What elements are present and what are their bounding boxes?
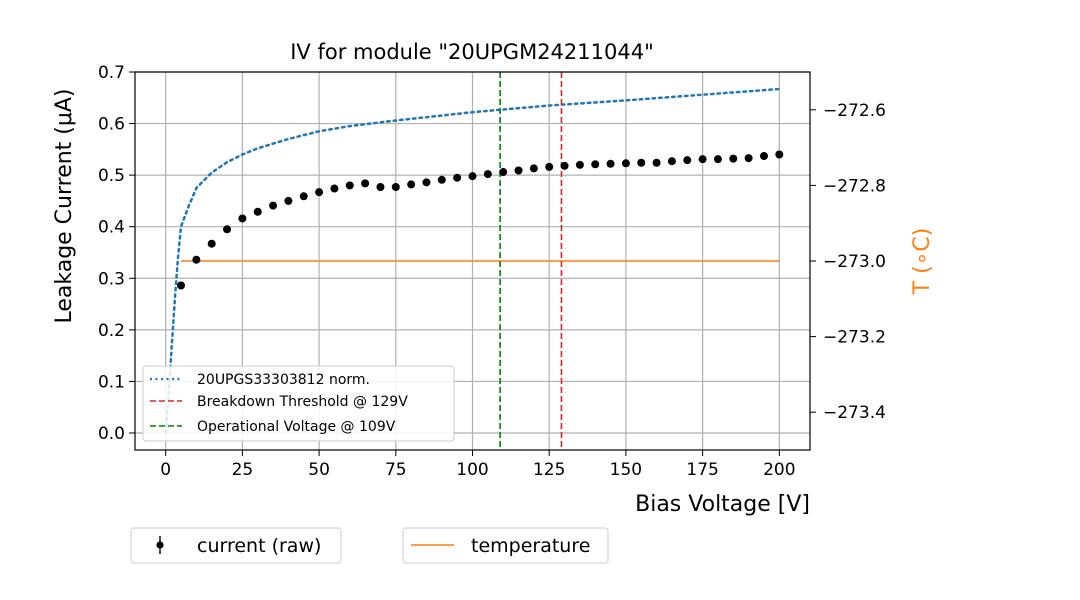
y-right-tick-label: −273.2 [823, 328, 886, 348]
x-tick-label: 100 [456, 460, 488, 480]
legend-inner: 20UPGS33303812 norm. Breakdown Threshold… [142, 365, 455, 442]
current-point [575, 160, 584, 169]
current-point [560, 161, 569, 170]
x-axis-ticks: 0 25 50 75 100 125 150 175 200 [160, 450, 796, 480]
y-right-tick-label: −272.8 [823, 176, 886, 196]
y-axis-label: Leakage Current (μA) [52, 88, 77, 323]
current-point [729, 154, 738, 163]
current-point [345, 181, 354, 190]
current-point [361, 179, 370, 188]
legend-current: current (raw) [130, 527, 342, 564]
current-point [591, 160, 600, 169]
y-right-tick-label: −272.6 [823, 101, 886, 121]
current-point [315, 188, 324, 197]
current-point [744, 154, 753, 163]
current-point [453, 173, 462, 182]
y-tick-label: 0.2 [98, 321, 125, 341]
current-point [391, 182, 400, 191]
x-tick-label: 175 [686, 460, 718, 480]
threshold-lines-layer [499, 72, 563, 450]
current-point [759, 152, 768, 161]
current-point [223, 225, 232, 234]
reference-curve [164, 87, 781, 435]
y-right-tick-label: −273.4 [823, 403, 886, 423]
current-points-layer [177, 150, 784, 290]
current-point [637, 158, 646, 167]
current-point [437, 175, 446, 184]
y-tick-label: 0.6 [98, 115, 125, 135]
current-point [192, 255, 201, 264]
x-axis-label: Bias Voltage [V] [635, 492, 810, 517]
current-point [667, 157, 676, 166]
current-point [422, 178, 431, 187]
current-point [253, 207, 262, 216]
current-point [514, 166, 523, 175]
x-tick-label: 125 [533, 460, 565, 480]
current-point [652, 158, 661, 167]
y-tick-label: 0.1 [98, 372, 125, 392]
x-tick-label: 75 [385, 460, 407, 480]
current-point [698, 155, 707, 164]
current-point [483, 170, 492, 179]
legend-current-label: current (raw) [197, 535, 321, 557]
current-point [468, 172, 477, 181]
current-point [713, 155, 722, 164]
x-tick-label: 200 [763, 460, 795, 480]
legend-operational-label: Operational Voltage @ 109V [197, 419, 396, 435]
y-right-axis-ticks: −273.4 −273.2 −273.0 −272.8 −272.6 [810, 101, 886, 423]
x-tick-label: 0 [160, 460, 171, 480]
y-tick-label: 0.0 [98, 424, 125, 444]
x-tick-label: 150 [610, 460, 642, 480]
y-axis-ticks: 0.0 0.1 0.2 0.3 0.4 0.5 0.6 0.7 [98, 63, 135, 444]
current-point [207, 239, 216, 248]
current-point [683, 156, 692, 165]
current-point [284, 196, 293, 205]
current-point [545, 162, 554, 171]
x-tick-label: 50 [308, 460, 330, 480]
chart-title: IV for module "20UPGM24211044" [290, 40, 654, 64]
legend-temperature-label: temperature [471, 535, 590, 557]
current-point [330, 184, 339, 193]
y-tick-label: 0.5 [98, 166, 125, 186]
current-point [407, 180, 416, 189]
y-tick-label: 0.3 [98, 269, 125, 289]
current-point [529, 164, 538, 173]
legend-current-marker [156, 541, 164, 549]
current-point [299, 192, 308, 201]
y-tick-label: 0.7 [98, 63, 125, 83]
y-right-tick-label: −273.0 [823, 252, 886, 272]
current-point [775, 150, 784, 159]
legend-temperature: temperature [402, 527, 609, 564]
legend-breakdown-label: Breakdown Threshold @ 129V [197, 394, 408, 410]
current-point [606, 159, 615, 168]
current-point [621, 159, 630, 168]
y-tick-label: 0.4 [98, 218, 125, 238]
current-point [499, 168, 508, 177]
x-tick-label: 25 [232, 460, 254, 480]
current-point [269, 201, 278, 210]
y-right-axis-label: T (∘C) [910, 228, 935, 296]
current-point [238, 214, 247, 223]
reference-curve-layer [164, 87, 781, 435]
current-point [177, 281, 186, 290]
legend-reference-label: 20UPGS33303812 norm. [197, 372, 370, 388]
current-point [376, 182, 385, 191]
